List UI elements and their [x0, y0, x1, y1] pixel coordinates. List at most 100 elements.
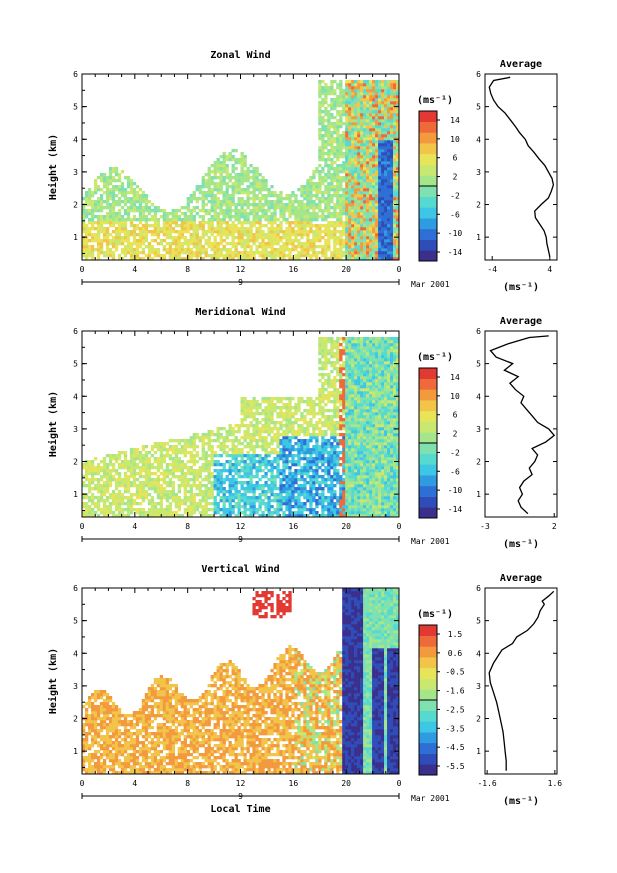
heatmap-cell [381, 239, 385, 243]
heatmap-cell [189, 445, 193, 449]
heatmap-cell [378, 188, 382, 192]
heatmap-cell [141, 242, 146, 246]
heatmap-cell [288, 236, 292, 240]
heatmap-cell [378, 212, 382, 216]
heatmap-cell [204, 451, 208, 455]
heatmap-cell [309, 242, 313, 246]
heatmap-cell [354, 155, 358, 159]
heatmap-cell [300, 218, 304, 222]
heatmap-cell [111, 251, 116, 255]
heatmap-cell [288, 427, 292, 431]
heatmap-cell [366, 143, 370, 147]
colorbar-units: (ms⁻¹) [417, 95, 453, 106]
heatmap-cell [369, 215, 373, 219]
heatmap-cell [324, 233, 328, 237]
heatmap-cell [381, 107, 385, 111]
heatmap-cell [183, 487, 187, 491]
heatmap-cell [165, 490, 170, 494]
heatmap-cell [231, 469, 235, 473]
heatmap-cell [222, 427, 226, 431]
heatmap-cell [345, 86, 349, 90]
heatmap-cell [276, 472, 280, 476]
heatmap-cell [159, 451, 164, 455]
heatmap-cell [375, 140, 379, 144]
heatmap-cell [126, 251, 131, 255]
heatmap-cell [126, 236, 131, 240]
heatmap-cell [372, 179, 376, 183]
heatmap-cell [171, 448, 176, 452]
heatmap-cell [297, 188, 301, 192]
heatmap-cell [243, 188, 247, 192]
heatmap-cell [276, 406, 280, 410]
heatmap-cell [132, 206, 137, 210]
heatmap-cell [276, 460, 280, 464]
heatmap-cell [294, 505, 298, 509]
heatmap-cell [258, 215, 262, 219]
heatmap-cell [246, 445, 250, 449]
heatmap-cell [228, 194, 232, 198]
heatmap-cell [300, 505, 304, 509]
heatmap-cell [246, 230, 250, 234]
heatmap-cell [372, 212, 376, 216]
heatmap-cell [390, 209, 394, 213]
heatmap-cell [120, 206, 125, 210]
heatmap-cell [213, 469, 217, 473]
heatmap-cell [219, 236, 223, 240]
heatmap-cell [222, 194, 226, 198]
heatmap-cell [126, 248, 131, 252]
heatmap-cell [360, 170, 364, 174]
heatmap-cell [192, 448, 196, 452]
heatmap-cell [267, 469, 271, 473]
heatmap-cell [351, 107, 355, 111]
heatmap-cell [261, 490, 265, 494]
heatmap-cell [387, 155, 391, 159]
heatmap-cell [348, 143, 352, 147]
heatmap-cell [354, 143, 358, 147]
heatmap-cell [306, 221, 310, 225]
heatmap-cell [372, 98, 376, 102]
heatmap-cell [180, 224, 184, 228]
heatmap-cell [120, 224, 125, 228]
heatmap-cell [87, 487, 92, 491]
heatmap-cell [363, 236, 367, 240]
heatmap-cell [381, 137, 385, 141]
heatmap-cell [282, 233, 286, 237]
heatmap-cell [357, 182, 361, 186]
heatmap-cell [159, 230, 164, 234]
heatmap-cell [243, 424, 247, 428]
heatmap-cell [339, 218, 343, 222]
heatmap-cell [204, 502, 208, 506]
heatmap-cell [228, 481, 232, 485]
heatmap-cell [240, 164, 244, 168]
heatmap-cell [252, 397, 256, 401]
heatmap-cell [198, 227, 202, 231]
x-tick-label: 0 [80, 265, 85, 274]
heatmap-cell [237, 508, 241, 512]
heatmap-cell [150, 463, 155, 467]
heatmap-cell [339, 233, 343, 237]
heatmap-cell [87, 212, 92, 216]
heatmap-cell [249, 454, 253, 458]
heatmap-cell [378, 257, 382, 261]
heatmap-cell [222, 158, 226, 162]
heatmap-cell [387, 80, 391, 84]
heatmap-cell [219, 448, 223, 452]
heatmap-cell [294, 448, 298, 452]
heatmap-cell [216, 170, 220, 174]
heatmap-cell [333, 137, 337, 141]
heatmap-cell [261, 212, 265, 216]
heatmap-cell [375, 200, 379, 204]
heatmap-cell [147, 493, 152, 497]
heatmap-cell [381, 104, 385, 108]
heatmap-cell [261, 224, 265, 228]
heatmap-cell [348, 182, 352, 186]
heatmap-cell [345, 236, 349, 240]
heatmap-cell [249, 164, 253, 168]
heatmap-cell [273, 230, 277, 234]
heatmap-cell [162, 508, 167, 512]
heatmap-cell [354, 149, 358, 153]
heatmap-cell [255, 481, 259, 485]
heatmap-cell [90, 221, 95, 225]
heatmap-cell [216, 469, 220, 473]
heatmap-cell [372, 83, 376, 87]
